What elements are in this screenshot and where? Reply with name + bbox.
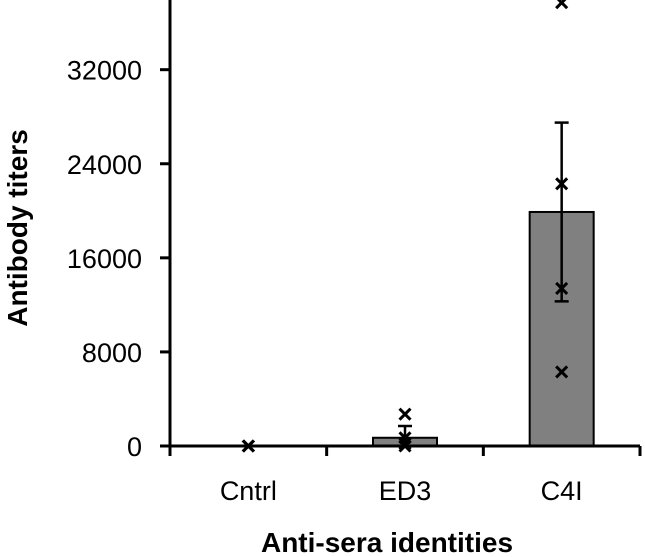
data-point-marker — [398, 431, 412, 445]
x-axis-title: Anti-sera identities — [261, 527, 513, 557]
data-point-marker — [398, 407, 412, 421]
y-tick-label: 24000 — [67, 150, 142, 180]
data-point-marker — [555, 281, 569, 295]
marker-stroke — [555, 281, 569, 295]
tick-labels: 0 8000 16000 24000 32000 Cntrl ED3 C4I — [67, 56, 583, 506]
data-point-marker — [555, 0, 569, 10]
axes — [160, 0, 642, 456]
data-points — [241, 0, 569, 453]
bar-c4i — [528, 210, 595, 447]
x-tick-label: Cntrl — [220, 476, 277, 506]
bars — [372, 210, 595, 448]
marker-stroke — [555, 365, 569, 379]
x-tick-label: C4I — [541, 476, 583, 506]
data-point-marker — [555, 365, 569, 379]
y-tick-label: 8000 — [82, 338, 142, 368]
marker-stroke — [398, 407, 412, 421]
y-tick-label: 16000 — [67, 244, 142, 274]
marker-stroke — [398, 431, 412, 445]
y-axis-title: Antibody titers — [2, 129, 33, 327]
marker-stroke — [555, 0, 567, 10]
y-tick-label: 32000 — [67, 56, 142, 86]
x-tick-label: ED3 — [379, 476, 432, 506]
marker-stroke — [555, 177, 569, 191]
y-tick-label: 0 — [127, 432, 142, 462]
data-point-marker — [555, 177, 569, 191]
